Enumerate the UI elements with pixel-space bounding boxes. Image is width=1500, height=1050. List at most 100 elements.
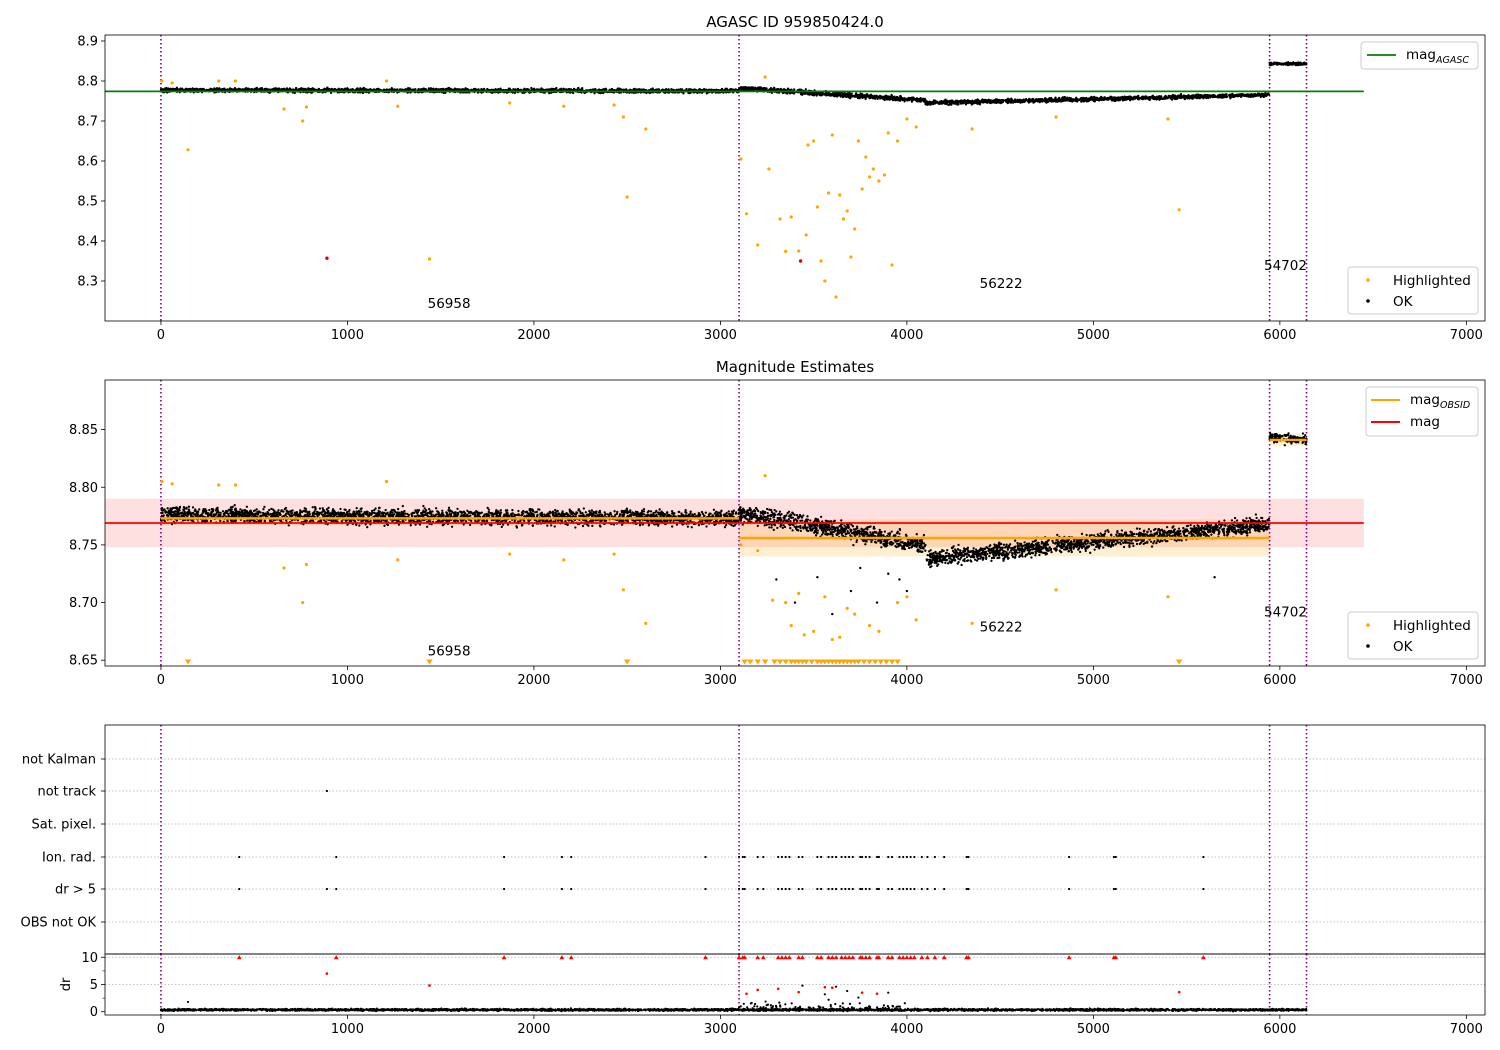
ok-data-point (970, 103, 973, 106)
ok-data-point (927, 100, 931, 104)
ok-data-point (461, 88, 464, 91)
ok-data-point (1303, 62, 1307, 66)
highlighted-point (1166, 117, 1170, 121)
ok-data-point (1189, 95, 1192, 99)
obsid-label: 54702 (1264, 258, 1307, 274)
ok-data-point (903, 99, 906, 102)
highlighted-point (1177, 208, 1181, 212)
ok-data-point (1236, 95, 1239, 98)
ok-data-point (1060, 98, 1063, 101)
highlighted-point (797, 249, 801, 253)
highlighted-point (804, 233, 808, 237)
ok-data-point (1216, 95, 1219, 98)
ok-data-point (1093, 99, 1096, 102)
ok-data-point (1205, 94, 1209, 97)
ok-data-point (1005, 98, 1009, 101)
ok-data-point (1160, 97, 1164, 101)
ok-data-point (294, 88, 297, 91)
ok-data-point (910, 97, 913, 100)
ok-data-point (1228, 94, 1231, 97)
ok-data-point (977, 101, 980, 104)
highlighted-point (877, 179, 881, 183)
ok-data-point (310, 87, 313, 91)
highlighted-point (282, 107, 286, 111)
highlighted-point (838, 193, 842, 197)
ok-data-point (1276, 62, 1279, 65)
x-tick-label: 0 (157, 328, 165, 343)
ok-data-point (1133, 96, 1136, 99)
ok-data-point (1057, 98, 1060, 102)
ok-data-point (1010, 97, 1013, 100)
ok-data-point (216, 88, 219, 91)
ok-data-point (1298, 62, 1302, 65)
ok-data-point (219, 519, 222, 523)
ok-data-point (1158, 95, 1161, 98)
ok-data-point (445, 87, 448, 91)
ok-data-point (879, 96, 882, 100)
ok-data-point (200, 87, 204, 91)
legend-swatch-point (1366, 299, 1370, 303)
obsid-label: 56222 (980, 276, 1023, 292)
ok-data-point (944, 100, 947, 103)
ok-data-point (1038, 100, 1041, 104)
ok-data-point (1252, 95, 1255, 98)
ok-data-point (1225, 95, 1228, 98)
ok-data-point (1117, 97, 1120, 100)
ok-data-point (1208, 94, 1212, 98)
ok-data-point (720, 87, 724, 91)
ok-data-point (420, 88, 423, 91)
ok-data-point (1001, 100, 1004, 104)
highlighted-point (867, 175, 872, 179)
highlighted-point (849, 255, 853, 259)
ok-data-point (633, 87, 636, 91)
ok-data-point (984, 100, 987, 104)
legend-mag-agasc: magAGASC (1360, 41, 1479, 70)
highlighted-point (170, 81, 174, 85)
ok-data-point (843, 93, 846, 96)
ok-data-point (693, 88, 696, 91)
ok-data-point (873, 96, 876, 99)
highlighted-point (905, 117, 909, 121)
ok-data-point (175, 86, 179, 89)
highlighted-point (186, 148, 190, 152)
ok-data-point (1112, 98, 1116, 101)
ok-data-point (645, 91, 648, 95)
ok-data-point (951, 101, 954, 105)
x-tick-label: 4000 (890, 328, 923, 343)
ok-data-point (480, 87, 483, 91)
ok-data-point (1148, 97, 1152, 100)
ok-data-point (837, 93, 840, 97)
ok-data-point (241, 88, 244, 91)
ok-data-point (894, 98, 897, 101)
ok-data-point (981, 98, 984, 101)
ok-data-point (982, 101, 985, 104)
ok-data-point (1069, 97, 1072, 101)
ok-data-point (639, 88, 643, 91)
ok-data-point (828, 94, 832, 97)
highlighted-point (860, 187, 864, 191)
ok-data-point (1182, 96, 1185, 99)
ok-data-point (618, 87, 621, 90)
highlighted-point (819, 259, 823, 263)
ok-data-point (1229, 97, 1232, 100)
highlighted-point (625, 195, 629, 199)
ok-data-point (604, 87, 607, 90)
ok-data-point (1279, 63, 1283, 66)
ok-data-point (1120, 96, 1124, 99)
ok-data-point (832, 92, 835, 95)
y-tick-label: 8.6 (77, 155, 98, 170)
ok-data-point (1093, 95, 1096, 99)
ok-data-point (1200, 94, 1203, 97)
ok-data-point (763, 87, 766, 90)
ok-data-point (1282, 62, 1285, 65)
highlighted-point (864, 155, 868, 159)
highlighted-point (396, 104, 400, 108)
ok-data-point (1213, 95, 1216, 99)
ok-data-point (1035, 98, 1038, 101)
ok-data-point (1177, 96, 1180, 99)
ok-data-point (924, 102, 927, 105)
ok-data-point (996, 99, 1000, 102)
ok-data-point (363, 87, 366, 90)
ok-data-point (1080, 100, 1083, 103)
